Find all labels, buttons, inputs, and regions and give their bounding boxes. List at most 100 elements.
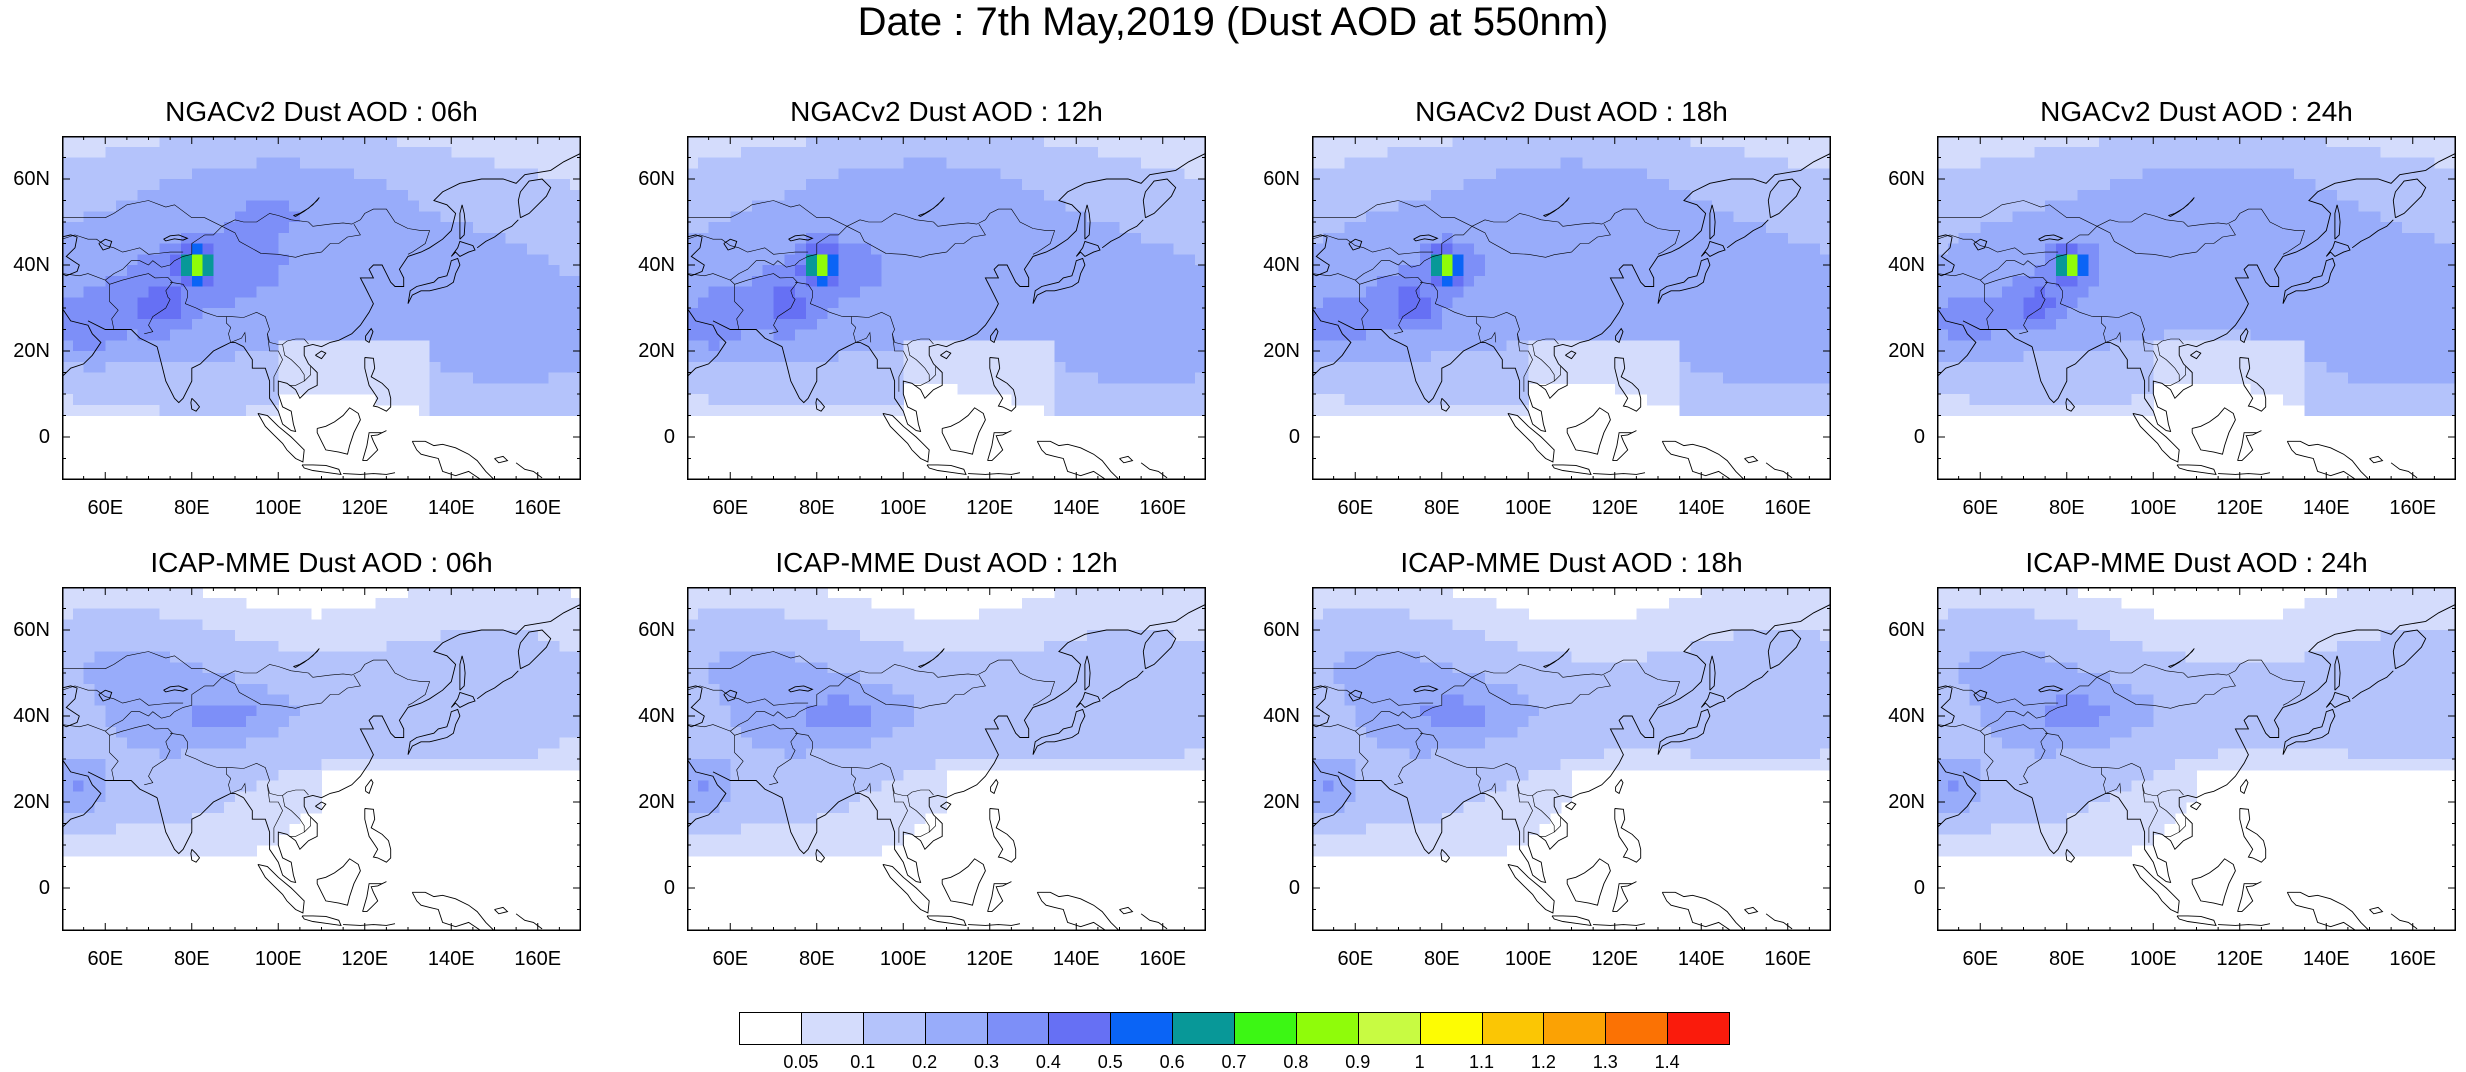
lon-tick-label: 120E bbox=[958, 949, 1022, 969]
dust-aod-map bbox=[687, 136, 1206, 480]
colorbar-level-label: 0.9 bbox=[1328, 1052, 1388, 1072]
lon-tick-label: 60E bbox=[73, 949, 137, 969]
lat-tick-label: 20N bbox=[1248, 792, 1300, 812]
colorbar-level-label: 1.3 bbox=[1575, 1052, 1635, 1072]
aod-field bbox=[687, 136, 1206, 416]
lat-tick-label: 0 bbox=[1873, 878, 1925, 898]
lon-tick-label: 140E bbox=[2294, 498, 2358, 518]
colorbar-level-label: 0.6 bbox=[1142, 1052, 1202, 1072]
lat-tick-label: 0 bbox=[1873, 427, 1925, 447]
lat-tick-label: 60N bbox=[623, 620, 675, 640]
aod-field bbox=[1312, 136, 1831, 416]
colorbar-level-label: 0.8 bbox=[1266, 1052, 1326, 1072]
lat-tick-label: 0 bbox=[0, 427, 50, 447]
lon-tick-label: 140E bbox=[1044, 498, 1108, 518]
lon-tick-label: 100E bbox=[2121, 949, 2185, 969]
colorbar-swatch bbox=[925, 1012, 988, 1045]
lon-tick-label: 160E bbox=[506, 498, 570, 518]
lat-tick-label: 0 bbox=[623, 427, 675, 447]
panel-title: ICAP-MME Dust AOD : 24h bbox=[1857, 547, 2466, 579]
figure-title: Date : 7th May,2019 (Dust AOD at 550nm) bbox=[0, 0, 2466, 44]
lat-tick-label: 40N bbox=[0, 255, 50, 275]
panel-title: NGACv2 Dust AOD : 12h bbox=[607, 96, 1286, 128]
lon-tick-label: 120E bbox=[1583, 949, 1647, 969]
lon-tick-label: 80E bbox=[2035, 949, 2099, 969]
dust-aod-map bbox=[1312, 136, 1831, 480]
lon-tick-label: 100E bbox=[871, 949, 935, 969]
panel-title: ICAP-MME Dust AOD : 12h bbox=[607, 547, 1286, 579]
lat-tick-label: 60N bbox=[1248, 620, 1300, 640]
colorbar-swatch bbox=[1420, 1012, 1483, 1045]
dust-aod-map bbox=[687, 587, 1206, 931]
lat-tick-label: 20N bbox=[0, 341, 50, 361]
lat-tick-label: 20N bbox=[1873, 792, 1925, 812]
colorbar-level-label: 0.2 bbox=[895, 1052, 955, 1072]
colorbar-level-label: 0.4 bbox=[1018, 1052, 1078, 1072]
lat-tick-label: 60N bbox=[0, 169, 50, 189]
lat-tick-label: 0 bbox=[1248, 878, 1300, 898]
colorbar-level-label: 0.3 bbox=[957, 1052, 1017, 1072]
lat-tick-label: 40N bbox=[623, 255, 675, 275]
lon-tick-label: 120E bbox=[333, 498, 397, 518]
lon-tick-label: 100E bbox=[2121, 498, 2185, 518]
panel-title: NGACv2 Dust AOD : 06h bbox=[0, 96, 661, 128]
lat-tick-label: 0 bbox=[0, 878, 50, 898]
lat-tick-label: 40N bbox=[1248, 706, 1300, 726]
lon-tick-label: 140E bbox=[1669, 498, 1733, 518]
dust-aod-map bbox=[1937, 136, 2456, 480]
colorbar-level-label: 0.05 bbox=[771, 1052, 831, 1072]
colorbar-level-label: 1 bbox=[1390, 1052, 1450, 1072]
panel-title: ICAP-MME Dust AOD : 06h bbox=[0, 547, 661, 579]
lon-tick-label: 160E bbox=[1131, 949, 1195, 969]
lat-tick-label: 0 bbox=[1248, 427, 1300, 447]
colorbar-level-label: 0.1 bbox=[833, 1052, 893, 1072]
lat-tick-label: 40N bbox=[623, 706, 675, 726]
colorbar-swatch bbox=[1358, 1012, 1421, 1045]
lat-tick-label: 40N bbox=[1873, 255, 1925, 275]
lon-tick-label: 60E bbox=[1323, 949, 1387, 969]
colorbar-swatch bbox=[739, 1012, 802, 1045]
lat-tick-label: 20N bbox=[623, 341, 675, 361]
lon-tick-label: 80E bbox=[1410, 949, 1474, 969]
lon-tick-label: 160E bbox=[506, 949, 570, 969]
lat-tick-label: 40N bbox=[1873, 706, 1925, 726]
lon-tick-label: 100E bbox=[246, 949, 310, 969]
aod-field bbox=[62, 136, 581, 416]
lon-tick-label: 160E bbox=[1756, 949, 1820, 969]
lon-tick-label: 80E bbox=[785, 498, 849, 518]
aod-field bbox=[1937, 136, 2456, 416]
lon-tick-label: 160E bbox=[2381, 498, 2445, 518]
lon-tick-label: 100E bbox=[1496, 498, 1560, 518]
dust-aod-map bbox=[1937, 587, 2456, 931]
lon-tick-label: 160E bbox=[1756, 498, 1820, 518]
lat-tick-label: 60N bbox=[1248, 169, 1300, 189]
lon-tick-label: 120E bbox=[1583, 498, 1647, 518]
lat-tick-label: 60N bbox=[1873, 169, 1925, 189]
panel-title: NGACv2 Dust AOD : 18h bbox=[1232, 96, 1911, 128]
lon-tick-label: 60E bbox=[73, 498, 137, 518]
lon-tick-label: 140E bbox=[419, 498, 483, 518]
colorbar-swatch bbox=[1048, 1012, 1111, 1045]
lon-tick-label: 120E bbox=[958, 498, 1022, 518]
lat-tick-label: 20N bbox=[0, 792, 50, 812]
lon-tick-label: 60E bbox=[698, 949, 762, 969]
lon-tick-label: 100E bbox=[246, 498, 310, 518]
lon-tick-label: 80E bbox=[160, 498, 224, 518]
lat-tick-label: 20N bbox=[623, 792, 675, 812]
lon-tick-label: 80E bbox=[2035, 498, 2099, 518]
colorbar-swatch bbox=[1482, 1012, 1545, 1045]
lat-tick-label: 60N bbox=[623, 169, 675, 189]
colorbar-swatch bbox=[1172, 1012, 1235, 1045]
lon-tick-label: 100E bbox=[1496, 949, 1560, 969]
lon-tick-label: 140E bbox=[1669, 949, 1733, 969]
colorbar-swatch bbox=[1234, 1012, 1297, 1045]
colorbar-swatch bbox=[1110, 1012, 1173, 1045]
colorbar-swatch bbox=[1667, 1012, 1730, 1045]
lon-tick-label: 60E bbox=[698, 498, 762, 518]
dust-aod-map bbox=[1312, 587, 1831, 931]
lon-tick-label: 60E bbox=[1948, 949, 2012, 969]
